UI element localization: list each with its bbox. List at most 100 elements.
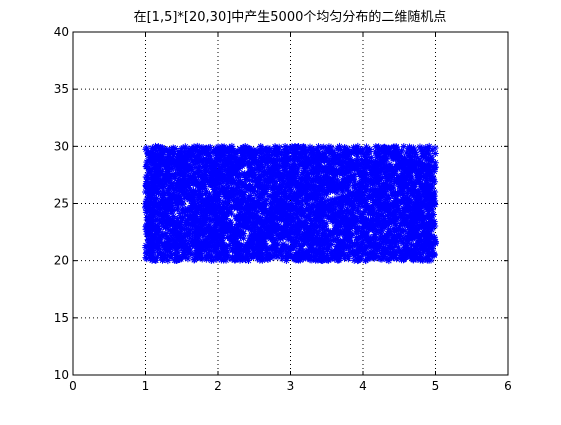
data-point-star <box>162 202 169 209</box>
data-point-star <box>203 145 210 152</box>
data-point-star <box>175 180 182 187</box>
data-point-star <box>216 210 223 217</box>
data-point-star <box>198 218 205 225</box>
data-point-star <box>373 178 380 185</box>
data-point-star <box>408 155 415 162</box>
data-point-star <box>143 145 150 152</box>
data-point-star <box>409 182 416 189</box>
data-point-star <box>170 144 177 151</box>
data-point-star <box>195 165 202 172</box>
data-point-star <box>144 203 151 210</box>
data-point-star <box>243 207 250 214</box>
data-point-star <box>174 254 181 261</box>
data-point-star <box>148 150 155 157</box>
data-point-star <box>174 206 181 213</box>
data-point-star <box>166 190 173 197</box>
data-point-star <box>211 208 218 215</box>
data-point-star <box>246 161 253 168</box>
data-point-star <box>414 190 421 197</box>
data-point-star <box>172 173 179 180</box>
data-point-star <box>196 225 203 232</box>
data-point-star <box>323 188 330 195</box>
data-point-star <box>234 156 241 163</box>
data-point-star <box>193 148 200 155</box>
data-point-star <box>331 187 338 194</box>
data-point-star <box>391 209 398 216</box>
data-point-star <box>234 174 241 181</box>
data-point-star <box>255 238 262 245</box>
data-point-star <box>233 249 240 256</box>
data-point-star <box>238 162 245 169</box>
data-point-star <box>154 245 161 252</box>
data-point-star <box>169 202 176 209</box>
data-point-star <box>240 222 247 229</box>
data-point-star <box>159 182 166 189</box>
data-point-star <box>218 152 225 159</box>
data-point-star <box>255 174 262 181</box>
data-point-star <box>231 224 238 231</box>
data-point-star <box>170 235 177 242</box>
data-point-star <box>169 221 176 228</box>
data-point-star <box>215 219 222 226</box>
data-point-star <box>299 175 306 182</box>
data-point-star <box>298 153 305 160</box>
data-point-star <box>255 149 262 156</box>
data-point-star <box>155 162 162 169</box>
data-point-star <box>252 224 259 231</box>
data-point-star <box>379 158 386 165</box>
data-point-star <box>237 234 244 241</box>
data-point-star <box>199 246 206 253</box>
data-point-star <box>202 158 209 165</box>
data-point-star <box>318 201 325 208</box>
data-point-star <box>261 244 268 251</box>
data-point-star <box>188 200 195 207</box>
data-point-star <box>144 174 151 181</box>
data-point-star <box>421 202 428 209</box>
data-point-star <box>143 163 150 170</box>
data-point-star <box>152 153 159 160</box>
data-point-star <box>216 201 223 208</box>
data-point-star <box>199 231 206 238</box>
data-point-star <box>179 145 186 152</box>
data-point-star <box>359 238 366 245</box>
data-point-star <box>224 194 231 201</box>
data-point-star <box>347 156 354 163</box>
data-point-star <box>358 228 365 235</box>
data-point-star <box>274 205 281 212</box>
data-point-star <box>234 254 241 261</box>
data-point-star <box>220 178 227 185</box>
data-point-star <box>296 193 303 200</box>
data-point-star <box>224 201 231 208</box>
data-point-star <box>374 162 381 169</box>
data-point-star <box>208 163 215 170</box>
data-point-star <box>211 241 218 248</box>
data-point-star <box>238 193 245 200</box>
data-point-star <box>402 204 409 211</box>
data-point-star <box>177 188 184 195</box>
data-point-star <box>373 154 380 161</box>
data-point-star <box>249 153 256 160</box>
data-point-star <box>246 213 253 220</box>
data-point-star <box>177 231 184 238</box>
data-point-star <box>233 214 240 221</box>
data-point-star <box>154 187 161 194</box>
data-point-star <box>211 189 218 196</box>
data-point-star <box>195 178 202 185</box>
data-point-star <box>177 199 184 206</box>
data-point-star <box>185 191 192 198</box>
data-point-star <box>227 219 234 226</box>
data-point-star <box>187 173 194 180</box>
data-point-star <box>149 180 156 187</box>
data-point-star <box>201 177 208 184</box>
data-point-star <box>217 166 224 173</box>
data-point-star <box>347 192 354 199</box>
data-point-star <box>381 181 388 188</box>
data-point-star <box>277 170 284 177</box>
data-point-star <box>159 189 166 196</box>
data-point-star <box>213 254 220 261</box>
data-point-star <box>145 237 152 244</box>
data-point-star <box>177 224 184 231</box>
data-point-star <box>279 182 286 189</box>
data-point-star <box>172 159 179 166</box>
